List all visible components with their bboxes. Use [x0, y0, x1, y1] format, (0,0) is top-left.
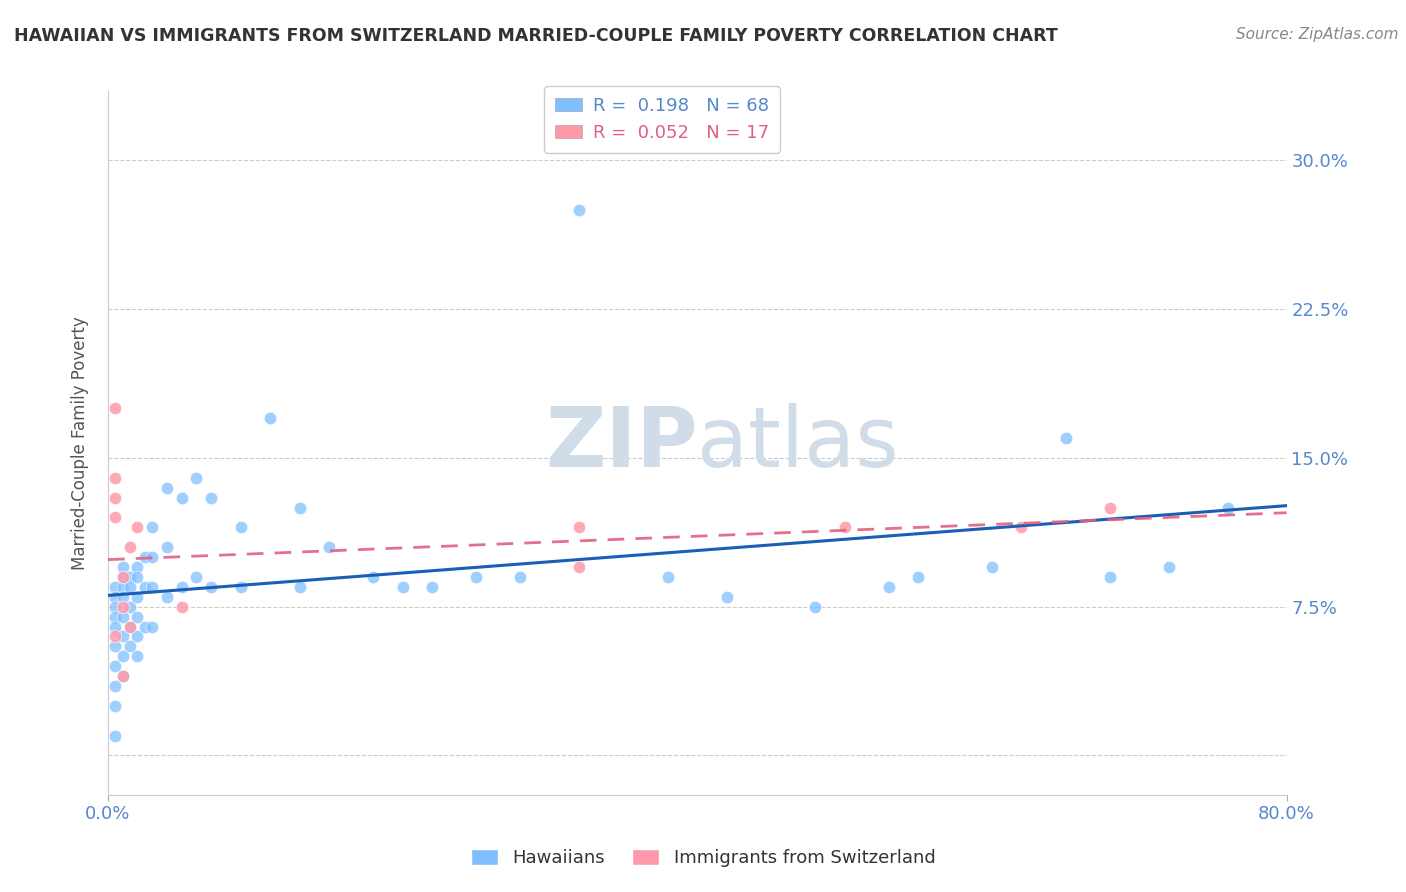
Point — [141, 619, 163, 633]
Point — [127, 520, 149, 534]
Point — [141, 550, 163, 565]
Point — [391, 580, 413, 594]
Point — [104, 491, 127, 505]
Point — [420, 580, 443, 594]
Point — [127, 590, 149, 604]
Point — [111, 669, 134, 683]
Point — [200, 491, 222, 505]
Point — [120, 640, 142, 654]
Point — [134, 619, 156, 633]
Legend: R =  0.198   N = 68, R =  0.052   N = 17: R = 0.198 N = 68, R = 0.052 N = 17 — [544, 86, 780, 153]
Point — [1216, 500, 1239, 515]
Point — [229, 580, 252, 594]
Point — [104, 619, 127, 633]
Point — [1098, 500, 1121, 515]
Point — [104, 640, 127, 654]
Point — [156, 481, 179, 495]
Point — [1054, 431, 1077, 445]
Point — [1098, 570, 1121, 584]
Point — [465, 570, 488, 584]
Point — [288, 580, 311, 594]
Point — [134, 550, 156, 565]
Text: ZIP: ZIP — [544, 402, 697, 483]
Point — [127, 570, 149, 584]
Point — [111, 599, 134, 614]
Point — [120, 619, 142, 633]
Point — [229, 520, 252, 534]
Point — [120, 619, 142, 633]
Point — [156, 590, 179, 604]
Point — [111, 580, 134, 594]
Point — [104, 679, 127, 693]
Point — [104, 471, 127, 485]
Point — [104, 629, 127, 643]
Point — [568, 520, 591, 534]
Point — [111, 570, 134, 584]
Point — [141, 580, 163, 594]
Point — [1157, 560, 1180, 574]
Point — [104, 659, 127, 673]
Point — [186, 471, 208, 485]
Point — [156, 540, 179, 554]
Point — [200, 580, 222, 594]
Point — [104, 599, 127, 614]
Point — [111, 570, 134, 584]
Point — [111, 629, 134, 643]
Point — [111, 560, 134, 574]
Point — [104, 401, 127, 416]
Point — [141, 520, 163, 534]
Point — [111, 590, 134, 604]
Point — [509, 570, 531, 584]
Point — [104, 580, 127, 594]
Point — [186, 570, 208, 584]
Point — [127, 609, 149, 624]
Point — [111, 609, 134, 624]
Point — [120, 570, 142, 584]
Point — [104, 729, 127, 743]
Point — [127, 629, 149, 643]
Point — [877, 580, 900, 594]
Point — [104, 590, 127, 604]
Point — [111, 649, 134, 664]
Point — [120, 540, 142, 554]
Text: atlas: atlas — [697, 402, 898, 483]
Point — [981, 560, 1004, 574]
Point — [170, 599, 193, 614]
Point — [111, 669, 134, 683]
Point — [134, 580, 156, 594]
Point — [120, 599, 142, 614]
Point — [120, 580, 142, 594]
Legend: Hawaiians, Immigrants from Switzerland: Hawaiians, Immigrants from Switzerland — [464, 841, 942, 874]
Point — [804, 599, 827, 614]
Point — [568, 202, 591, 217]
Point — [907, 570, 929, 584]
Point — [259, 411, 281, 425]
Point — [127, 649, 149, 664]
Point — [288, 500, 311, 515]
Point — [361, 570, 384, 584]
Point — [318, 540, 340, 554]
Point — [1010, 520, 1032, 534]
Point — [170, 580, 193, 594]
Point — [104, 510, 127, 524]
Point — [716, 590, 738, 604]
Point — [127, 560, 149, 574]
Point — [657, 570, 679, 584]
Point — [104, 698, 127, 713]
Y-axis label: Married-Couple Family Poverty: Married-Couple Family Poverty — [72, 316, 89, 570]
Point — [104, 609, 127, 624]
Point — [834, 520, 856, 534]
Point — [170, 491, 193, 505]
Text: Source: ZipAtlas.com: Source: ZipAtlas.com — [1236, 27, 1399, 42]
Point — [568, 560, 591, 574]
Text: HAWAIIAN VS IMMIGRANTS FROM SWITZERLAND MARRIED-COUPLE FAMILY POVERTY CORRELATIO: HAWAIIAN VS IMMIGRANTS FROM SWITZERLAND … — [14, 27, 1057, 45]
